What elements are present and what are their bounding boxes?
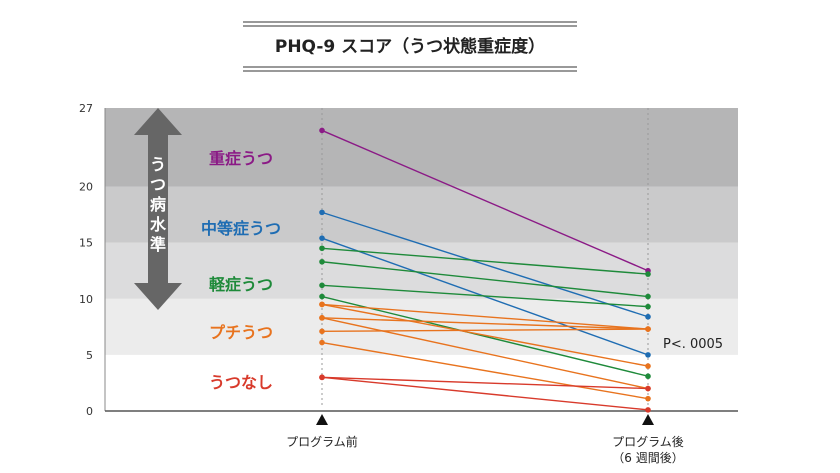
point-post-4 (645, 293, 651, 300)
band-label-2: 軽症うつ (209, 275, 273, 294)
point-pre-10 (319, 315, 325, 321)
series-line-0 (321, 129, 649, 272)
point-pre-6 (319, 293, 325, 300)
series-line-10 (321, 317, 649, 390)
series-line-8 (321, 303, 649, 367)
severity-axis-char: 水 (150, 215, 167, 234)
severity-axis-char: う (150, 155, 166, 174)
band-label-0: うつなし (209, 373, 273, 392)
point-post-5 (645, 303, 651, 310)
point-post-1 (645, 313, 651, 320)
point-post-11 (645, 326, 651, 332)
band-0 (105, 354, 738, 411)
point-post-14 (645, 407, 651, 413)
series-line-13 (321, 376, 649, 390)
point-post-2 (645, 352, 651, 358)
severity-axis-char: つ (150, 175, 166, 194)
x-label-pre: プログラム前 (286, 434, 358, 449)
band-1 (105, 298, 738, 355)
band-4 (105, 108, 738, 187)
double-arrow-icon (134, 108, 182, 310)
series-line-6 (321, 295, 649, 377)
y-tick-label: 20 (79, 181, 93, 194)
series-line-12 (321, 341, 649, 400)
series-line-14 (321, 376, 649, 411)
point-post-12 (645, 395, 651, 402)
series-lines (319, 127, 651, 413)
series-line-11 (321, 328, 649, 333)
chart-title: PHQ-9 スコア（うつ状態重症度） (275, 36, 545, 57)
point-pre-2 (319, 235, 325, 241)
point-post-8 (645, 363, 651, 369)
axis-marker-icon (316, 414, 328, 425)
axes: 0 5 10 15 20 27 (79, 102, 738, 425)
series-line-4 (321, 261, 649, 298)
severity-axis-char: 準 (150, 235, 166, 254)
point-pre-12 (319, 339, 325, 346)
point-pre-5 (319, 282, 325, 289)
band-label-4: 重症うつ (209, 149, 273, 168)
series-line-3 (321, 247, 649, 275)
band-3 (105, 186, 738, 243)
point-pre-14 (319, 374, 325, 381)
point-pre-3 (319, 245, 325, 252)
point-pre-1 (319, 209, 325, 216)
x-label-post-sub: （6 週間後） (612, 451, 683, 465)
y-tick-label: 0 (86, 405, 93, 418)
point-post-13 (645, 385, 651, 392)
series-line-9 (321, 317, 649, 330)
point-pre-8 (319, 301, 325, 308)
axis-marker-icon (642, 414, 654, 425)
series-line-7 (321, 303, 649, 330)
y-tick-label: 5 (86, 349, 93, 362)
y-tick-label: 15 (79, 237, 93, 250)
severity-axis-char: 病 (150, 195, 166, 214)
point-pre-11 (319, 328, 325, 335)
severity-bands (105, 108, 738, 411)
title-block: PHQ-9 スコア（うつ状態重症度） (243, 21, 577, 72)
series-line-1 (321, 211, 649, 318)
significance-label: P<. 0005 (663, 337, 723, 352)
series-line-5 (321, 284, 649, 308)
band-2 (105, 242, 738, 299)
point-pre-4 (319, 258, 325, 265)
point-post-6 (645, 373, 651, 380)
severity-axis-label: うつ病水準 (150, 155, 167, 254)
y-tick-label: 10 (79, 293, 93, 306)
band-label-3: 中等症うつ (201, 219, 281, 238)
y-tick-label: 27 (79, 102, 93, 115)
band-label-1: プチうつ (209, 323, 273, 342)
severity-arrow: うつ病水準 (134, 108, 182, 310)
point-pre-0 (319, 127, 325, 134)
point-post-3 (645, 271, 651, 277)
x-label-post: プログラム後 (612, 435, 684, 449)
